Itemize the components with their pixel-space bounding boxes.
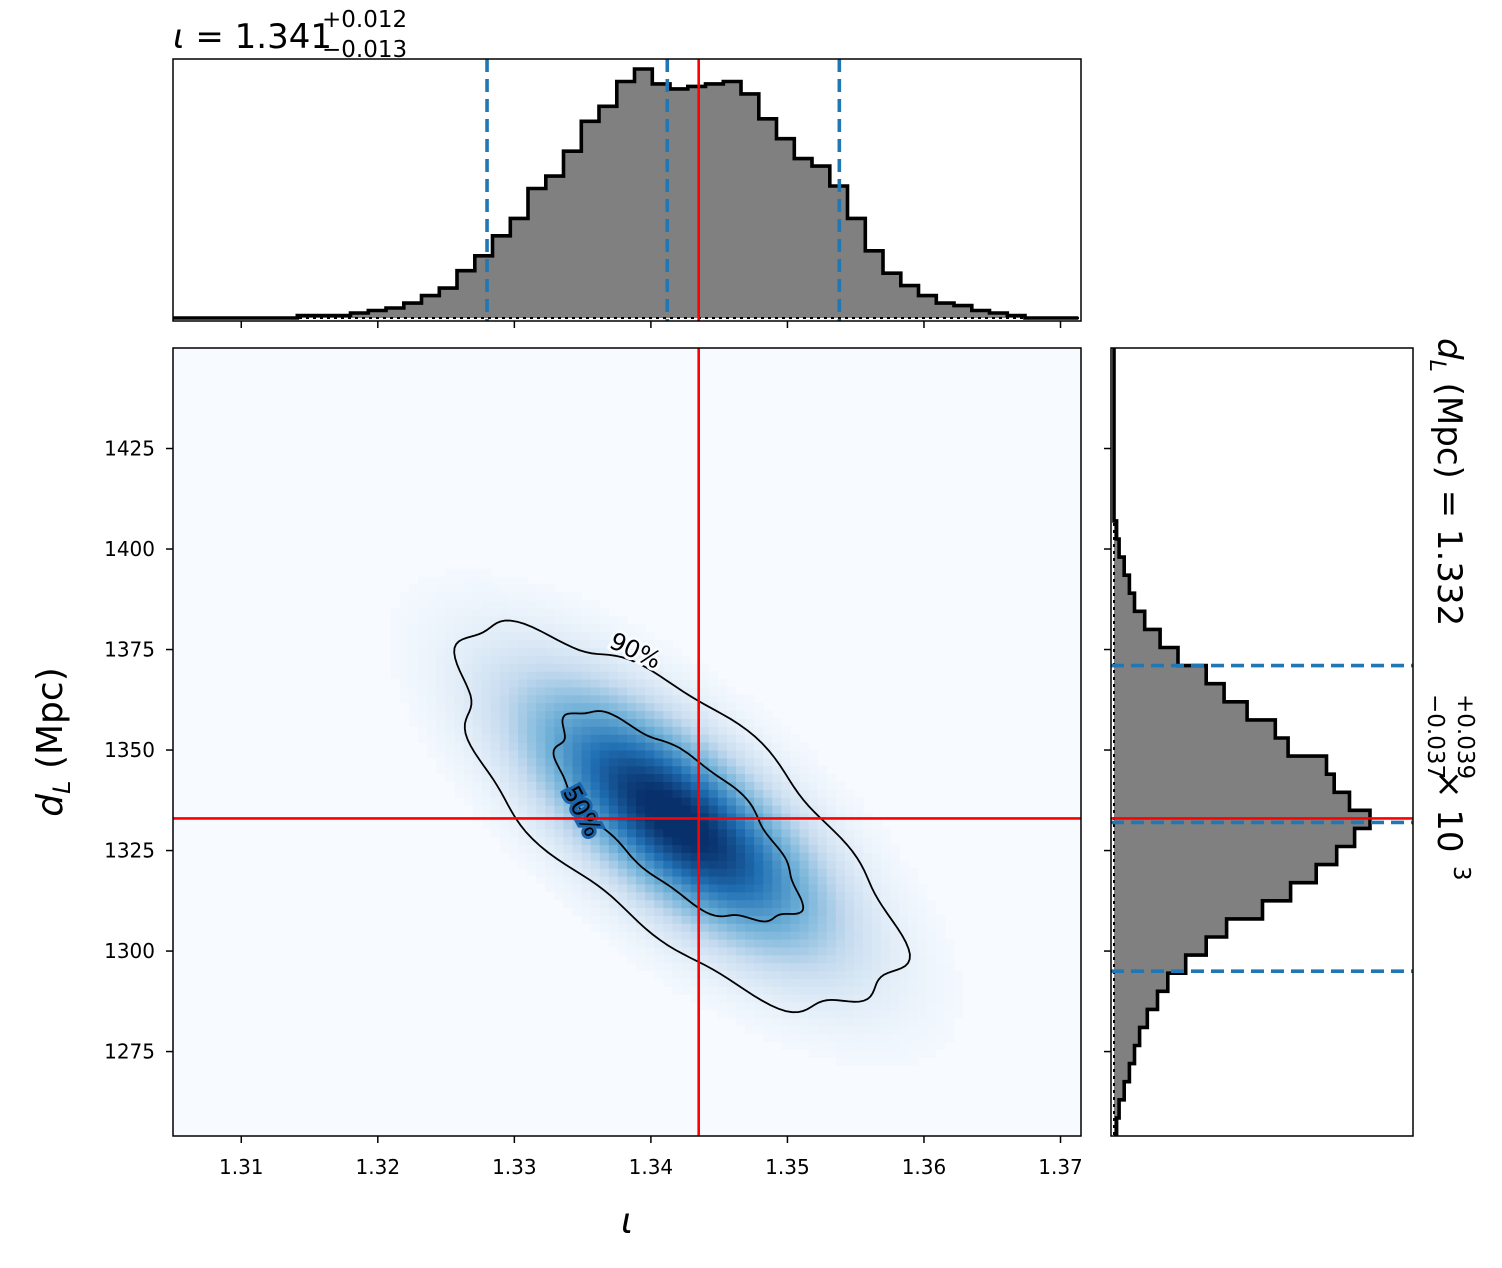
contour-90 <box>453 619 911 1014</box>
svg-text:dL (Mpc) = 1.332: dL (Mpc) = 1.332 <box>1424 338 1469 626</box>
x-axis-ticks: 1.31 1.32 1.33 1.34 1.35 1.36 1.37 <box>219 1136 1083 1179</box>
main-panel: 90%50% 1.31 1.32 1.33 1.34 1.35 1.36 1.37 1275… <box>104 347 1083 1179</box>
y-axis-label-space <box>30 769 71 780</box>
x-tick-label: 1.35 <box>765 1155 810 1179</box>
top-title-eq: = <box>195 17 234 57</box>
right-panel-frame <box>1110 347 1414 1137</box>
top-panel-frame <box>172 58 1082 322</box>
right-title-minus: −0.037 <box>1422 694 1448 779</box>
y-tick-label: 1375 <box>104 638 155 662</box>
right-title-symbol: d <box>1429 338 1469 360</box>
y-axis-label-unit: (Mpc) <box>30 667 71 769</box>
top-histogram-panel <box>172 58 1082 328</box>
right-panel-ticks <box>1104 447 1111 1053</box>
x-tick-label: 1.31 <box>219 1155 264 1179</box>
x-axis-label: ι <box>621 1201 633 1242</box>
y-marginal-histogram <box>1111 348 1413 1136</box>
right-title-plus: +0.039 <box>1452 694 1478 779</box>
x-tick-label: 1.36 <box>902 1155 947 1179</box>
truth-lines <box>173 348 1081 1136</box>
right-title-sub: L <box>1424 360 1449 372</box>
y-axis-label-sub: L <box>48 781 76 794</box>
x-tick-label: 1.34 <box>629 1155 674 1179</box>
y-axis-label-symbol: d <box>30 793 71 817</box>
right-title-space <box>1429 372 1469 383</box>
svg-text:dL (Mpc): dL (Mpc) <box>30 667 76 816</box>
y-hist-fill <box>1114 348 1370 1136</box>
x-tick-label: 1.37 <box>1038 1155 1083 1179</box>
y-axis-label: dL (Mpc) <box>30 667 76 816</box>
top-title-minus: −0.013 <box>322 37 407 63</box>
top-title-plus: +0.012 <box>322 7 407 33</box>
x-tick-label: 1.32 <box>356 1155 401 1179</box>
contour-50 <box>552 710 805 923</box>
top-panel-ticks <box>240 321 1062 328</box>
x-tick-label: 1.33 <box>492 1155 537 1179</box>
right-histogram-panel <box>1104 347 1414 1137</box>
right-title-label: (Mpc) = 1.332 <box>1429 383 1469 627</box>
y-axis-ticks: 1275 1300 1325 1350 1375 1400 1425 <box>104 437 173 1064</box>
y-hist-outline <box>1112 348 1372 1136</box>
main-panel-frame <box>172 347 1082 1137</box>
x-hist-outline <box>173 67 1079 320</box>
y-tick-label: 1425 <box>104 437 155 461</box>
y-tick-label: 1300 <box>104 939 155 963</box>
right-title-scale: × 10 <box>1429 770 1469 853</box>
y-tick-label: 1325 <box>104 839 155 863</box>
x-hist-fill <box>173 69 1079 318</box>
top-title-symbol: ι <box>173 17 185 57</box>
y-tick-label: 1400 <box>104 537 155 561</box>
y-tick-label: 1275 <box>104 1040 155 1064</box>
density-heatmap <box>390 568 964 1066</box>
right-title: dL (Mpc) = 1.332 +0.039 −0.037 × 10 3 <box>1422 338 1478 881</box>
top-title: ι = 1.341 <box>173 17 332 57</box>
right-title-exponent: 3 <box>1448 866 1474 881</box>
top-title-value: 1.341 <box>235 17 332 57</box>
y-tick-label: 1350 <box>104 738 155 762</box>
x-marginal-histogram <box>173 59 1081 321</box>
